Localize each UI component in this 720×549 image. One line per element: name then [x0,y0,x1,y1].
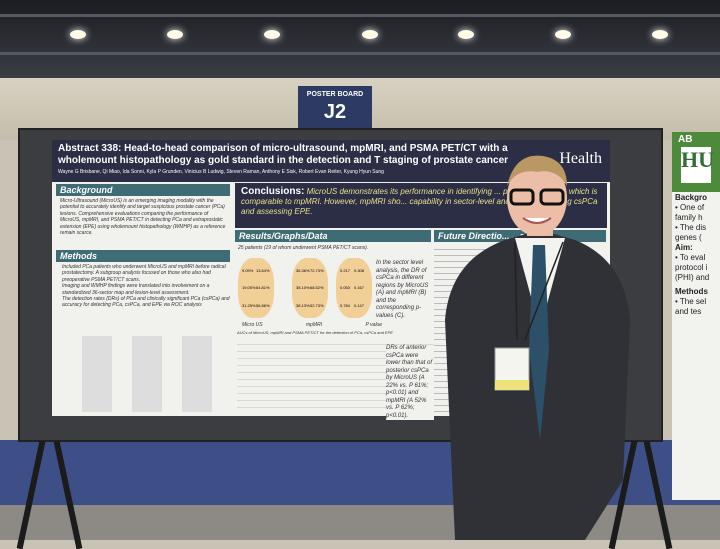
results-intro: 25 patients (19 of whom underwent PSMA P… [238,245,369,251]
humanitas-logo: HU [681,147,714,183]
adjacent-line: genes ( [675,233,702,242]
logo-text: HU [681,147,714,172]
sector-value: 36.36% [296,268,310,274]
sector-value: 52.73% [310,302,324,308]
ceiling-light [70,30,86,39]
sector-map-pvalue: 0.217 0.308 0.053 0.167 0.784 0.147 [336,258,372,318]
sign-code: J2 [323,101,347,123]
figure-label: P value [365,322,383,328]
sector-value: 0.147 [354,302,365,308]
results-anterior-text: DRs of anterior csPCa were lower than th… [386,345,434,420]
sector-value: 72.73% [310,268,324,274]
results-heading: Results/Graphs/Data [235,230,431,242]
poster-title-bar: Abstract 338: Head-to-head comparison of… [52,140,610,182]
methods-diagram [82,336,222,412]
poster-authors: Wayne G Brisbane, Qi Miao, Ida Sonni, Ky… [58,169,384,175]
sector-value: 0.167 [354,285,365,291]
poster-title: Abstract 338: Head-to-head comparison of… [58,143,509,166]
sector-value: 13.64% [256,268,270,274]
ceiling-light [167,30,183,39]
poster-board-sign: POSTER BOARD J2 [298,86,372,134]
hair [507,155,567,186]
methods-heading: Methods [56,250,230,262]
sector-value: 64.81% [256,285,270,291]
sector-value: 0.053 [340,285,351,291]
adjacent-header: AB [678,134,693,145]
conclusions-text: MicroUS demonstrates its performance in … [241,187,598,216]
sector-value: 0.217 [340,268,351,274]
table-caption: AUCs of MicroUS, mpMRI and PSMA PET/CT f… [237,330,393,335]
ceiling-light [362,30,378,39]
sector-value: 9.09% [242,268,254,274]
adjacent-line: Aim: [675,243,693,252]
lanyard [514,241,564,341]
methods-item: Imaging and WMHP findings were translate… [62,283,210,296]
adjacent-line: • One of [675,203,705,212]
sector-value: 19.05% [242,285,256,291]
adjacent-line: Backgro [675,193,708,202]
figure-label: Micro US [242,322,263,328]
adjacent-line: • To eval [675,253,706,262]
adjacent-line: • The sel [675,297,707,306]
conclusions-label: Conclusions: [241,186,305,197]
background-heading: Background [56,184,230,196]
adjacent-poster: AB HU Backgro • One of family h • The di… [672,132,720,500]
presenter-person [445,155,630,540]
sector-value: 68.52% [310,285,324,291]
sign-label: POSTER BOARD [306,91,364,98]
sector-value: 0.308 [354,268,365,274]
adjacent-line: family h [675,213,703,222]
figure-label: mpMRI [305,322,323,328]
adjacent-line: • The dis [675,223,707,232]
background-text: Micro-Ultrasound (MicroUS) is an emergin… [60,198,226,237]
ceiling [0,0,720,78]
sector-value: 38.13% [296,302,310,308]
methods-item: The detection rates (DRs) of PCa and cli… [62,296,230,309]
badge-ribbon [495,380,529,390]
methods-list: Included PCa patients who underwent Micr… [62,264,230,309]
smile [522,217,552,224]
adjacent-line: protocol i [675,263,708,272]
sector-value: 0.784 [340,302,351,308]
brand-logo: Health [559,150,602,167]
adjacent-line: (PHI) and [675,273,710,282]
glasses [509,188,535,206]
sector-value: 56.86% [256,302,270,308]
ceiling-light [652,30,668,39]
necktie [529,245,549,440]
adjacent-line: Methods [675,287,708,296]
face [507,160,567,236]
adjacent-line: and tes [675,307,702,316]
results-sector-text: In the sector level analysis, the DR of … [376,260,429,319]
ceiling-light [264,30,280,39]
sector-value: 31.25% [242,302,256,308]
sector-map-mpmri: 36.36% 72.73% 38.10% 68.52% 38.13% 52.73% [292,258,328,318]
sector-map-microus: 9.09% 13.64% 19.05% 64.81% 31.25% 56.86% [238,258,274,318]
ceiling-light [555,30,571,39]
methods-item: Included PCa patients who underwent Micr… [62,264,226,283]
ceiling-light [458,30,474,39]
sector-value: 38.10% [296,285,310,291]
